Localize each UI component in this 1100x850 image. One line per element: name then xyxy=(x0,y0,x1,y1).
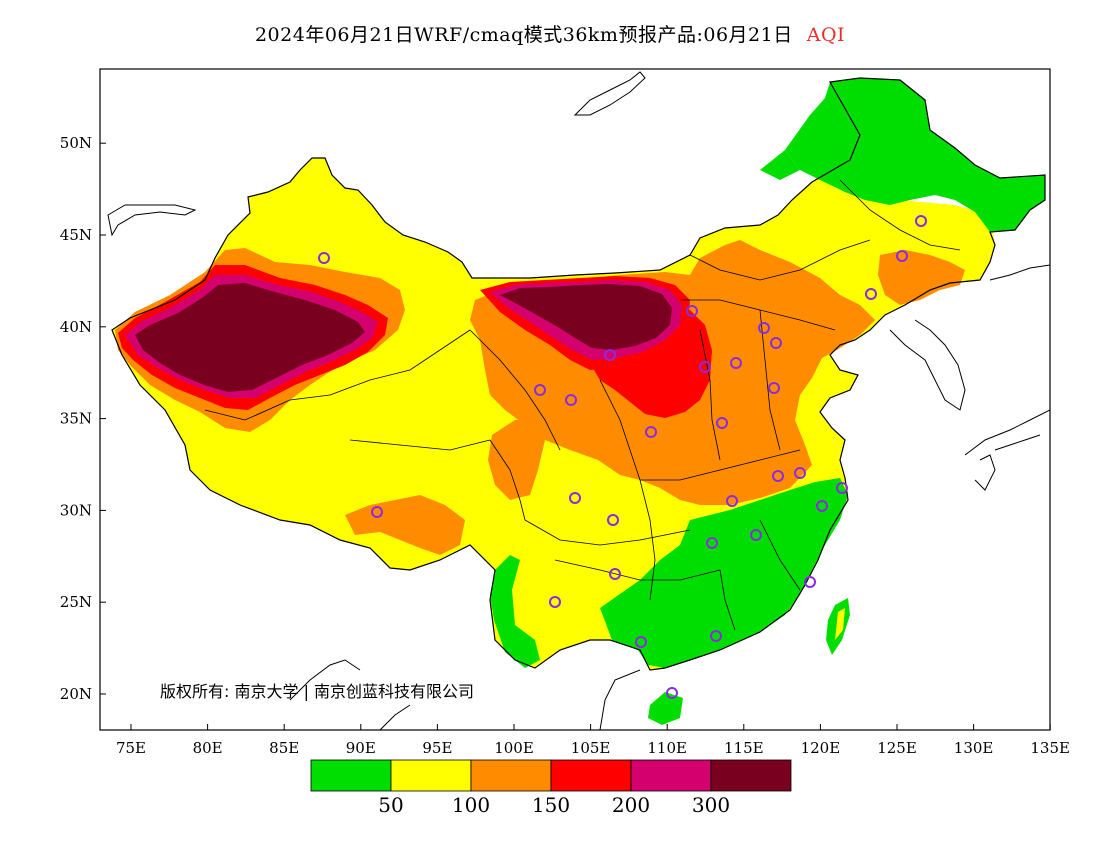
station-marker xyxy=(645,426,657,438)
legend-swatch xyxy=(390,759,472,792)
copyright-note: 版权所有: 南京大学 | 南京创蓝科技有限公司 xyxy=(160,682,474,701)
station-marker xyxy=(768,382,780,394)
lat-tick-label: 40N xyxy=(60,318,92,336)
aqi-legend: 50 100 150 200 300 xyxy=(310,759,792,817)
station-marker xyxy=(716,417,728,429)
station-marker xyxy=(565,394,577,406)
lon-tick-label: 90E xyxy=(346,739,376,757)
lon-tick-label: 125E xyxy=(877,739,917,757)
lon-tick-label: 95E xyxy=(422,739,452,757)
station-marker xyxy=(635,636,647,648)
lon-tick-label: 110E xyxy=(647,739,687,757)
station-marker xyxy=(609,568,621,580)
legend-swatch xyxy=(630,759,712,792)
northeast-usg-patch xyxy=(878,250,965,305)
province-borders xyxy=(204,179,961,631)
station-marker xyxy=(865,288,877,300)
lat-tick-label: 50N xyxy=(60,134,92,152)
station-marker xyxy=(758,322,770,334)
legend-label: 300 xyxy=(692,793,730,817)
taiwan-moderate-center xyxy=(835,608,845,640)
lon-tick-label: 100E xyxy=(494,739,534,757)
legend-label: 50 xyxy=(378,793,403,817)
shanxi-unhealthy-region xyxy=(585,310,712,418)
legend-label: 150 xyxy=(532,793,570,817)
southeast-good-region xyxy=(600,478,848,668)
station-marker xyxy=(772,470,784,482)
station-marker xyxy=(750,529,762,541)
yunnan-good-region xyxy=(490,555,540,668)
alxa-hazardous-core xyxy=(500,284,672,350)
china-border-outline xyxy=(111,77,1046,671)
lon-tick-label: 115E xyxy=(724,739,764,757)
lat-tick-label: 45N xyxy=(60,226,92,244)
lon-tick-label: 120E xyxy=(801,739,841,757)
latitude-axis: 20N 25N 30N 35N 40N 45N 50N xyxy=(60,134,106,703)
lat-tick-label: 25N xyxy=(60,593,92,611)
station-marker xyxy=(730,357,742,369)
korea-outline xyxy=(889,319,966,411)
station-marker xyxy=(816,500,828,512)
lake-baikal-outline xyxy=(573,71,646,116)
station-marker xyxy=(607,514,619,526)
tarim-hazardous-core xyxy=(135,283,365,392)
longitude-axis: 75E 80E 85E 90E 95E 100E 105E 110E 115E 120E 125E 1… xyxy=(116,724,1070,757)
indochina-coast xyxy=(599,669,641,730)
station-marker xyxy=(836,482,848,494)
map-frame xyxy=(99,68,1051,731)
tibet-south-usg-region xyxy=(345,495,465,555)
map-content: 版权所有: 南京大学 | 南京创蓝科技有限公司 xyxy=(107,71,1050,730)
station-markers xyxy=(318,215,927,699)
lon-tick-label: 105E xyxy=(571,739,611,757)
lon-tick-label: 75E xyxy=(116,739,146,757)
station-marker xyxy=(794,467,806,479)
station-marker xyxy=(666,687,678,699)
lat-tick-label: 35N xyxy=(60,410,92,428)
lon-tick-label: 85E xyxy=(269,739,299,757)
title-main: 2024年06月21日WRF/cmaq模式36km预报产品:06月21日 xyxy=(254,24,793,46)
lon-tick-label: 135E xyxy=(1030,739,1070,757)
russia-coast-outline xyxy=(989,264,1050,281)
sichuan-usg-region xyxy=(488,420,545,500)
station-marker xyxy=(915,215,927,227)
bay-of-bengal-coast xyxy=(289,659,411,730)
legend-swatch xyxy=(470,759,552,792)
title-variable: AQI xyxy=(806,24,846,46)
station-marker xyxy=(569,492,581,504)
lon-tick-label: 80E xyxy=(193,739,223,757)
lon-tick-label: 130E xyxy=(954,739,994,757)
station-marker xyxy=(699,361,711,373)
north-border-good-strip xyxy=(760,150,800,180)
copyright-text: 版权所有: 南京大学 | 南京创蓝科技有限公司 xyxy=(160,682,474,701)
lat-tick-label: 20N xyxy=(60,685,92,703)
station-marker xyxy=(371,506,383,518)
station-marker xyxy=(686,305,698,317)
legend-swatch xyxy=(710,759,792,792)
station-marker xyxy=(604,349,616,361)
station-marker xyxy=(318,252,330,264)
station-marker xyxy=(726,495,738,507)
station-marker xyxy=(896,250,908,262)
station-marker xyxy=(534,384,546,396)
legend-label: 200 xyxy=(612,793,650,817)
station-marker xyxy=(770,337,782,349)
hainan-good-region xyxy=(648,692,683,725)
legend-swatch xyxy=(550,759,632,792)
lat-tick-label: 30N xyxy=(60,501,92,519)
legend-swatch xyxy=(310,759,392,792)
station-marker xyxy=(549,596,561,608)
station-marker xyxy=(710,630,722,642)
balkhash-outline xyxy=(107,204,197,237)
station-marker xyxy=(706,537,718,549)
legend-label: 100 xyxy=(452,793,490,817)
map-title: 2024年06月21日WRF/cmaq模式36km预报产品:06月21日 AQI xyxy=(0,20,1100,47)
japan-outline xyxy=(964,409,1050,491)
station-marker xyxy=(804,576,816,588)
